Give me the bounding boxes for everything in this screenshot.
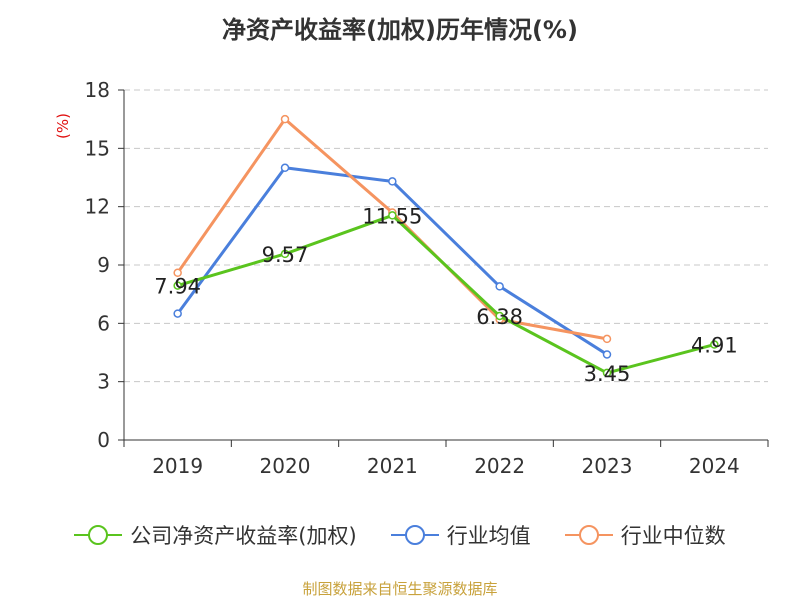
- y-tick-label-12: 12: [85, 195, 110, 219]
- x-tick-label-2024: 2024: [689, 454, 740, 478]
- legend-label-company: 公司净资产收益率(加权): [130, 524, 357, 548]
- y-tick-label-6: 6: [97, 311, 110, 335]
- y-tick-label-3: 3: [97, 370, 110, 394]
- data-label-2023: 3.45: [584, 362, 631, 386]
- x-tick-label-2020: 2020: [260, 454, 311, 478]
- y-axis-label: (%): [54, 113, 72, 139]
- legend-item-industry-median[interactable]: 行业中位数: [564, 520, 726, 550]
- x-tick-label-2021: 2021: [367, 454, 418, 478]
- series-2-point-2020: [280, 114, 290, 124]
- series-line-0: [177, 213, 715, 375]
- legend-label-industry-median: 行业中位数: [620, 524, 726, 548]
- data-label-2022: 6.38: [476, 305, 523, 329]
- series-0-point-2023: [602, 368, 612, 378]
- chart-title: 净资产收益率(加权)历年情况(%): [222, 16, 578, 44]
- legend-swatch-company: [74, 525, 123, 545]
- series-0-point-2020: [280, 249, 290, 259]
- y-tick-label-15: 15: [85, 136, 110, 160]
- series-layer: [173, 114, 719, 378]
- y-tick-label-18: 18: [85, 78, 110, 102]
- x-tick-label-2022: 2022: [474, 454, 525, 478]
- series-2-point-2023: [602, 334, 612, 344]
- axis-layer: 0 3 6 9 12 15 18 2019 2020 2021 2022 2023 2024: [85, 78, 769, 478]
- series-1-point-2023: [602, 350, 612, 359]
- series-line-2: [176, 117, 608, 341]
- legend-item-industry-mean[interactable]: 行业均值: [390, 520, 531, 550]
- series-1-point-2020: [280, 163, 290, 173]
- series-0-point-2024: [710, 340, 719, 349]
- series-0-point-2019: [173, 281, 182, 290]
- series-1-point-2021: [388, 177, 397, 186]
- data-label-2024: 4.91: [691, 334, 738, 358]
- data-label-2020: 9.57: [262, 243, 309, 267]
- legend-swatch-industry-mean: [390, 525, 439, 545]
- legend: 公司净资产收益率(加权) 行业均值 行业中位数: [0, 520, 800, 550]
- data-label-2019: 7.94: [154, 275, 201, 299]
- series-2-point-2019: [173, 268, 182, 278]
- legend-swatch-industry-median: [564, 525, 613, 545]
- legend-label-industry-mean: 行业均值: [446, 524, 531, 548]
- x-tick-label-2023: 2023: [582, 454, 633, 478]
- series-1-point-2019: [173, 309, 182, 318]
- legend-item-company[interactable]: 公司净资产收益率(加权): [74, 520, 357, 550]
- data-source-note: 制图数据来自恒生聚源数据库: [302, 580, 498, 598]
- y-tick-label-9: 9: [97, 253, 110, 277]
- data-label-2021: 11.55: [362, 204, 422, 228]
- x-tick-label-2019: 2019: [152, 454, 203, 478]
- y-tick-label-0: 0: [97, 428, 110, 452]
- series-0-point-2021: [388, 211, 397, 220]
- series-1-point-2022: [495, 282, 504, 291]
- series-0-point-2022: [495, 311, 504, 321]
- label-layer: 7.94 9.57 11.55 6.38 3.45 4.91: [154, 204, 737, 385]
